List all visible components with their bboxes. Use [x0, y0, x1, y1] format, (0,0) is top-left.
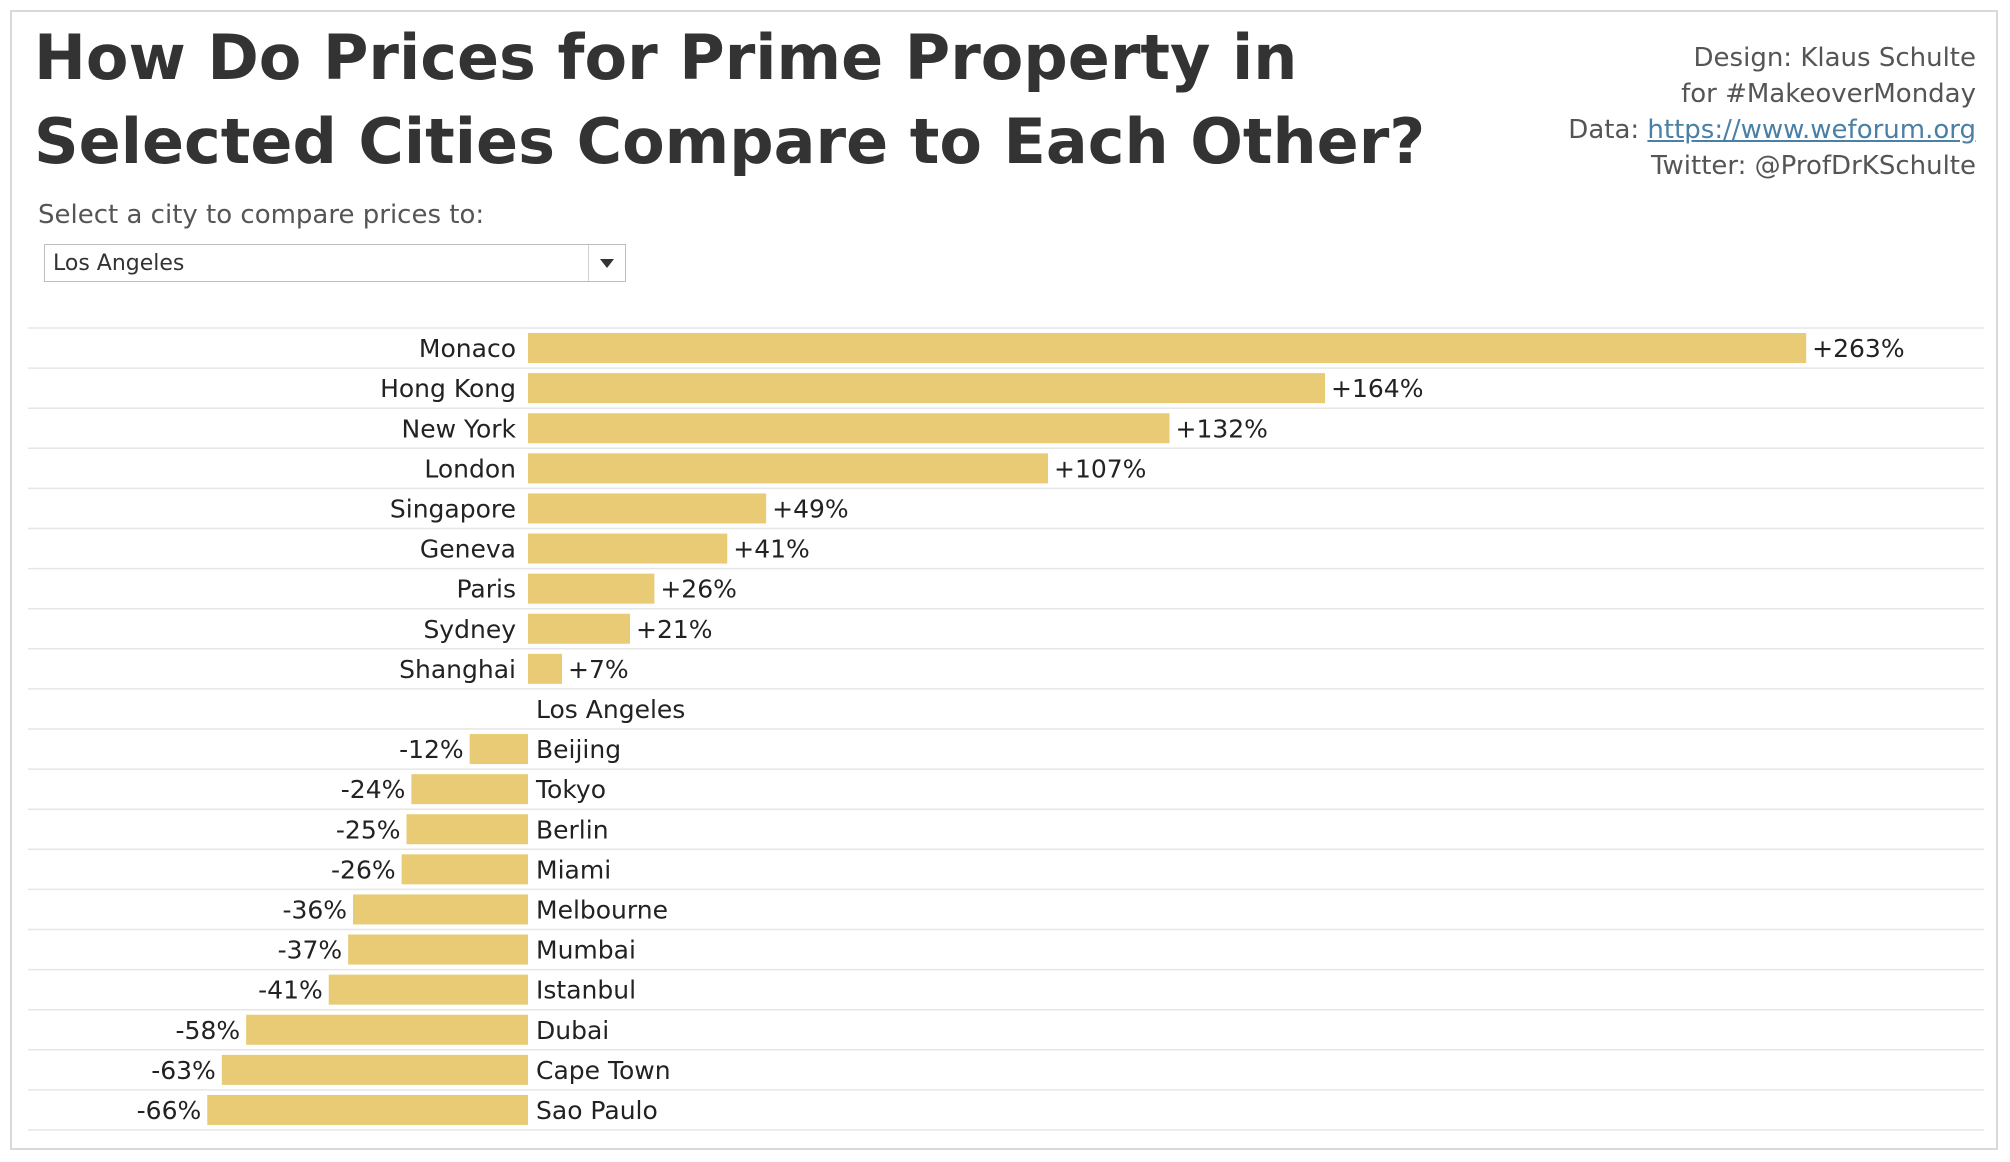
value-label: +41%	[733, 535, 810, 564]
credit-design: Design: Klaus Schulte	[1693, 43, 1976, 73]
bar-tokyo	[411, 774, 528, 805]
city-label: Sao Paulo	[536, 1096, 658, 1125]
credit-data: Data: https://www.weforum.org	[1568, 112, 1976, 148]
value-label: +132%	[1176, 414, 1268, 443]
bar-dubai	[246, 1014, 528, 1045]
city-label: Monaco	[419, 334, 516, 363]
value-label: -41%	[258, 976, 323, 1005]
credit-twitter: Twitter: @ProfDrKSchulte	[1650, 151, 1976, 181]
data-source-link[interactable]: https://www.weforum.org	[1647, 115, 1976, 145]
city-label: Los Angeles	[536, 695, 685, 724]
bar-berlin	[406, 814, 528, 845]
value-label: +21%	[636, 615, 713, 644]
bar-geneva	[528, 533, 728, 564]
value-label: +263%	[1812, 334, 1904, 363]
city-label: Sydney	[423, 615, 516, 644]
value-label: -26%	[331, 855, 396, 884]
bar-mumbai	[348, 934, 528, 965]
value-label: -63%	[151, 1056, 216, 1085]
city-label: New York	[402, 414, 517, 443]
bar-monaco	[528, 333, 1807, 364]
bar-paris	[528, 573, 655, 604]
page-title: How Do Prices for Prime Property in Sele…	[34, 21, 1426, 178]
bar-london	[528, 453, 1049, 484]
city-label: Mumbai	[536, 936, 636, 965]
value-label: +7%	[568, 655, 629, 684]
bar-istanbul	[328, 974, 528, 1005]
value-label: -66%	[137, 1096, 202, 1125]
dropdown-button[interactable]	[588, 245, 625, 281]
bar-sydney	[528, 613, 631, 644]
filter-label: Select a city to compare prices to:	[38, 200, 485, 230]
city-label: Tokyo	[535, 775, 606, 804]
value-label: +107%	[1054, 454, 1146, 483]
bar-singapore	[528, 493, 767, 524]
bar-beijing	[469, 734, 528, 765]
value-label: -25%	[336, 815, 401, 844]
bar-melbourne	[353, 894, 528, 925]
city-label: Geneva	[420, 535, 516, 564]
city-label: Dubai	[536, 1016, 609, 1045]
value-label: -58%	[176, 1016, 241, 1045]
city-label: Cape Town	[536, 1056, 671, 1085]
value-label: +164%	[1331, 374, 1423, 403]
chevron-down-icon	[600, 259, 614, 268]
value-label: -37%	[278, 936, 343, 965]
bar-hong-kong	[528, 373, 1326, 404]
bar-miami	[401, 854, 528, 885]
city-select-dropdown[interactable]: Los Angeles	[44, 244, 626, 282]
city-label: Shanghai	[399, 655, 516, 684]
credit-makeover: for #MakeoverMonday	[1681, 79, 1976, 109]
value-label: -36%	[282, 895, 347, 924]
dashboard-frame	[10, 10, 1998, 1150]
credits-block: Design: Klaus Schulte for #MakeoverMonda…	[1568, 40, 1976, 184]
city-label: Miami	[536, 855, 611, 884]
city-label: Istanbul	[536, 976, 636, 1005]
credit-data-prefix: Data:	[1568, 115, 1648, 145]
city-label: Beijing	[536, 735, 621, 764]
city-label: Hong Kong	[380, 374, 516, 403]
bar-sao-paulo	[207, 1094, 529, 1125]
bar-cape-town	[221, 1054, 528, 1085]
city-label: Singapore	[390, 494, 516, 523]
value-label: +49%	[772, 494, 849, 523]
bar-new-york	[528, 413, 1170, 444]
city-label: Paris	[456, 575, 516, 604]
value-label: -24%	[341, 775, 406, 804]
value-label: +26%	[660, 575, 737, 604]
bar-shanghai	[528, 653, 563, 684]
city-label: London	[424, 454, 516, 483]
city-select-value: Los Angeles	[53, 251, 185, 276]
value-label: -12%	[399, 735, 464, 764]
city-label: Melbourne	[536, 895, 668, 924]
city-label: Berlin	[536, 815, 609, 844]
